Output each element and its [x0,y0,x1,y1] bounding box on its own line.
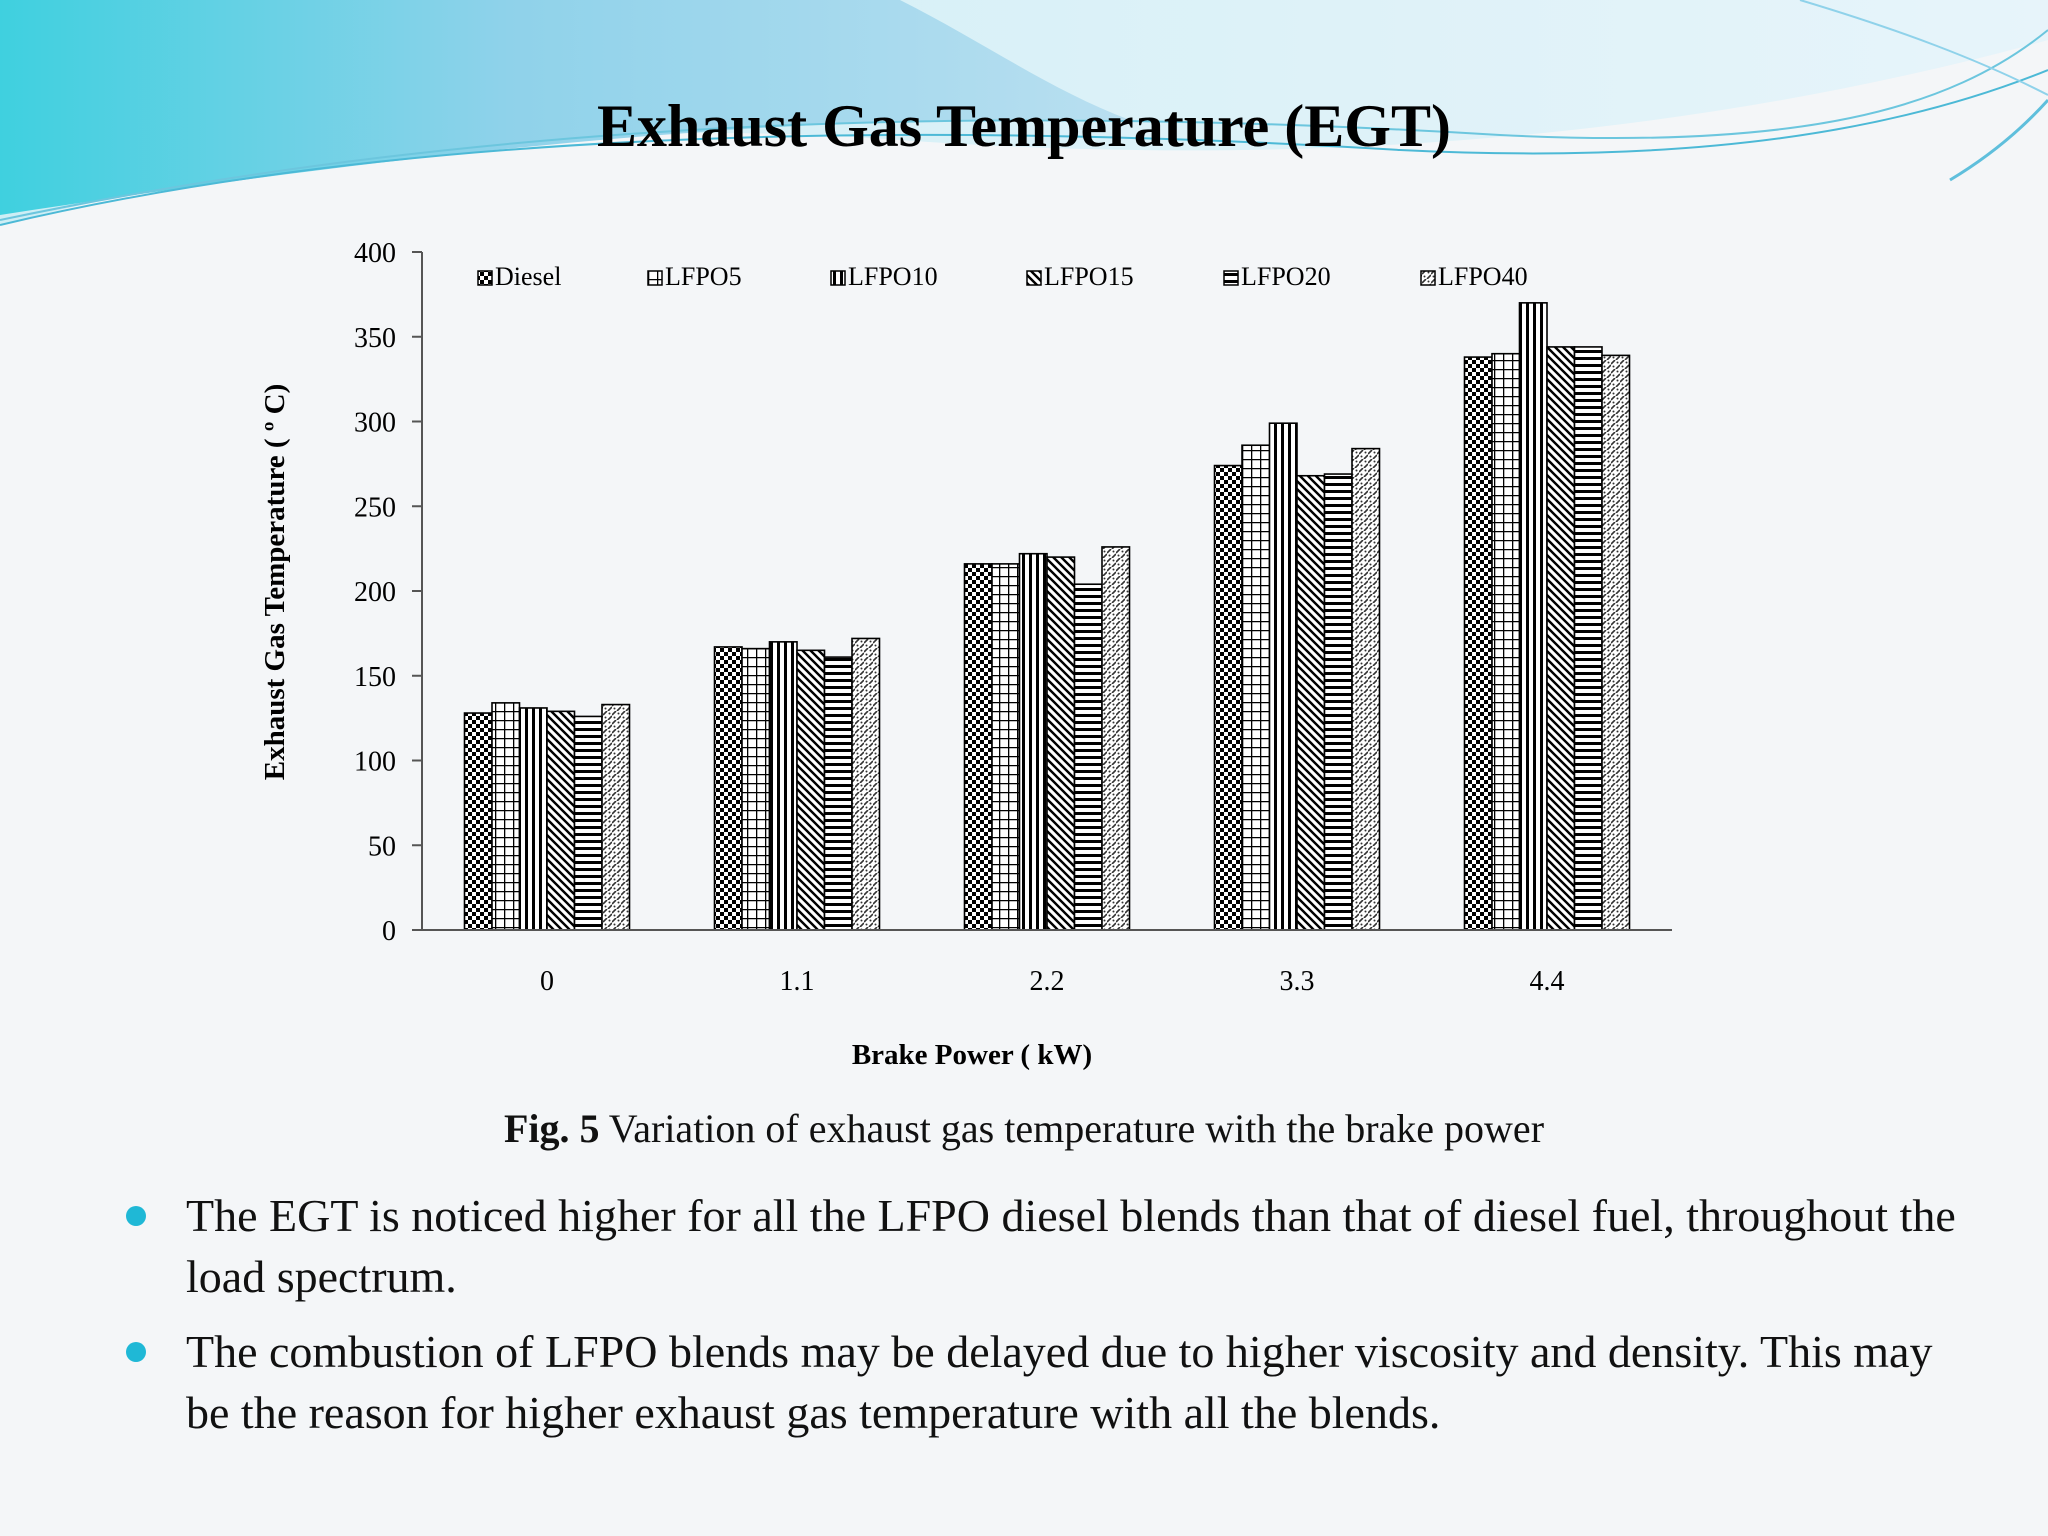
figure-label: Fig. 5 [503,1106,600,1151]
legend: Diesel LFPO5 LFPO10 LFPO15 LFPO20 LFPO40 [477,262,1528,291]
legend-swatch [1420,270,1436,286]
bar-lfpo20-4_4 [1573,346,1603,931]
bullet-text: The combustion of LFPO blends may be del… [186,1326,1933,1438]
y-tick-label: 0 [382,916,396,947]
y-axis-ticks: 0 50 100 150 200 250 300 350 400 [354,238,422,947]
slide-title: Exhaust Gas Temperature (EGT) [597,93,1451,159]
bar-lfpo5-1_1 [741,647,771,931]
bar-lfpo20-0 [573,715,603,931]
bar-lfpo15-0 [546,710,576,931]
x-tick-label: 0 [540,966,554,997]
bar-lfpo10-0 [518,707,548,931]
bar-lfpo5-2_2 [991,563,1021,931]
bar-lfpo15-3_3 [1296,474,1326,931]
bar-lfpo40-4_4 [1601,354,1631,931]
legend-swatch [1026,270,1042,286]
x-tick-label: 2.2 [1030,966,1065,997]
bar-lfpo15-2_2 [1046,556,1076,931]
y-tick-label: 250 [354,492,396,523]
legend-label: LFPO40 [1438,262,1528,291]
y-tick-label: 200 [354,577,396,608]
bar-lfpo20-2_2 [1073,583,1103,931]
legend-label: Diesel [495,262,561,291]
bar-diesel-1_1 [713,646,743,931]
bar-lfpo10-2_2 [1018,552,1048,931]
bar-diesel-3_3 [1213,464,1243,931]
legend-swatch [1223,270,1239,286]
figure-caption: Fig. 5 Variation of exhaust gas temperat… [0,1105,2048,1152]
bar-diesel-4_4 [1463,356,1493,931]
bar-lfpo10-1_1 [768,641,798,931]
legend-swatch [647,270,663,286]
y-tick-label: 300 [354,408,396,439]
bullet-dot-icon [126,1342,146,1362]
bullet-text: The EGT is noticed higher for all the LF… [186,1190,1956,1302]
x-tick-label: 1.1 [780,966,815,997]
legend-label: LFPO15 [1044,262,1134,291]
bar-lfpo10-4_4 [1518,302,1548,931]
y-tick-label: 350 [354,323,396,354]
x-axis-ticks: 0 1.1 2.2 3.3 4.4 [540,966,1565,997]
y-tick-label: 50 [368,831,396,862]
x-tick-label: 3.3 [1280,966,1315,997]
y-tick-label: 150 [354,662,396,693]
y-axis-label: Exhaust Gas Temperature ( º C) [259,384,291,781]
bullet-dot-icon [126,1206,146,1226]
figure-caption-text: Variation of exhaust gas temperature wit… [599,1106,1545,1151]
bar-lfpo40-1_1 [851,637,881,931]
bar-lfpo40-3_3 [1351,447,1381,931]
bar-lfpo20-3_3 [1323,473,1353,931]
bar-lfpo40-0 [601,703,631,931]
legend-swatch [830,270,846,286]
bar-lfpo5-0 [491,702,521,931]
y-tick-label: 400 [354,238,396,269]
bars [463,302,1631,931]
bar-lfpo15-4_4 [1546,346,1576,931]
bar-lfpo10-3_3 [1268,422,1298,931]
x-tick-label: 4.4 [1530,966,1565,997]
bar-diesel-0 [463,712,493,931]
legend-label: LFPO20 [1241,262,1331,291]
bar-lfpo40-2_2 [1101,546,1131,931]
bar-lfpo5-4_4 [1491,352,1521,931]
bullet-list: The EGT is noticed higher for all the LF… [120,1185,1980,1457]
bar-lfpo5-3_3 [1241,444,1271,931]
legend-label: LFPO10 [848,262,938,291]
bullet-item: The EGT is noticed higher for all the LF… [120,1185,1980,1307]
x-axis-label: Brake Power ( kW) [852,1039,1092,1071]
bar-diesel-2_2 [963,563,993,931]
axes [421,252,1672,931]
bar-lfpo15-1_1 [796,649,826,931]
bar-chart: 0 50 100 150 200 250 300 350 400 0 1.1 2.2 3.3 4.4 D… [259,238,1672,1071]
bar-lfpo20-1_1 [823,656,853,931]
y-tick-label: 100 [354,747,396,778]
bullet-item: The combustion of LFPO blends may be del… [120,1321,1980,1443]
legend-label: LFPO5 [665,262,742,291]
legend-swatch [477,270,493,286]
